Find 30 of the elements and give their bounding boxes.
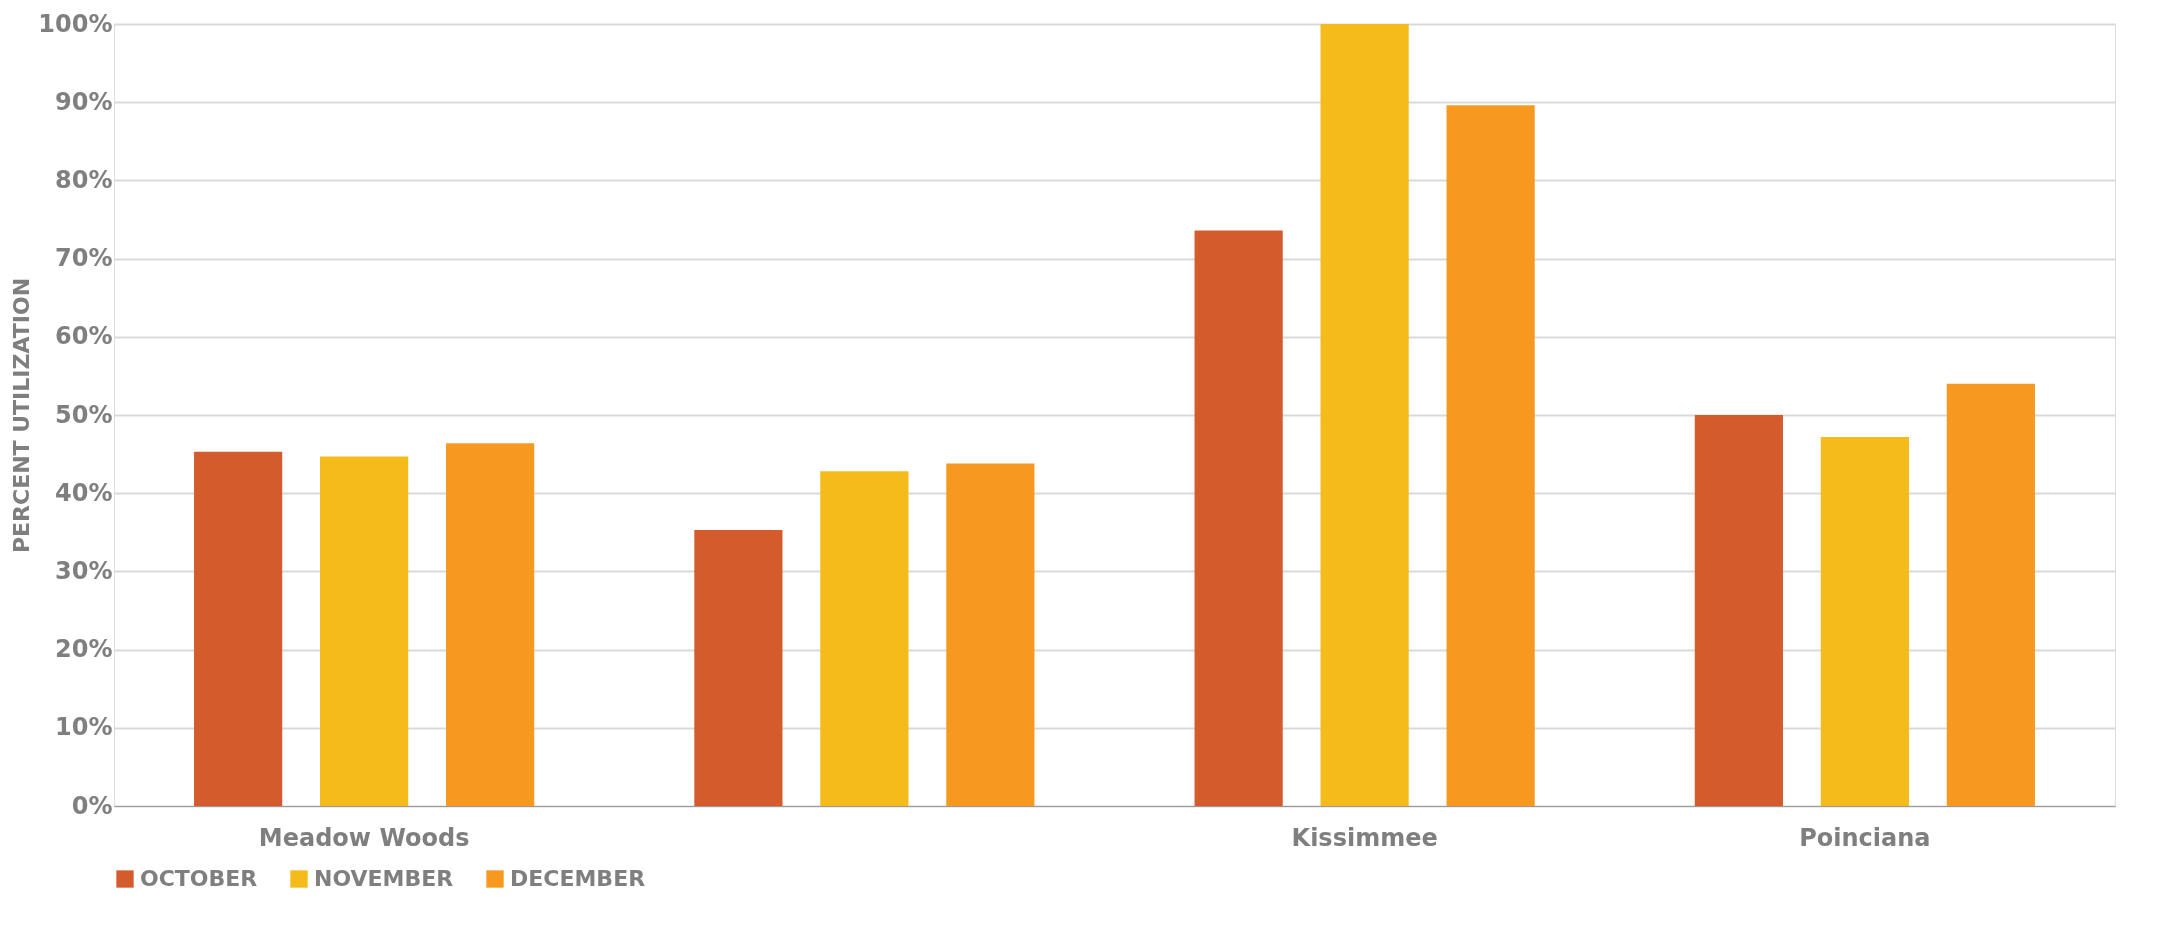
- y-tick-label: 80%: [55, 165, 113, 194]
- bar: [1194, 230, 1283, 806]
- y-tick-label: 30%: [55, 556, 113, 585]
- bar: [194, 451, 283, 806]
- bar: [1320, 24, 1409, 806]
- legend-label: OCTOBER: [140, 866, 258, 891]
- y-tick-label: 0%: [71, 791, 113, 820]
- bar: [1820, 436, 1909, 806]
- y-axis-title: PERCENT UTILIZATION: [9, 277, 35, 554]
- y-tick-label: 70%: [55, 244, 113, 273]
- bar: [1446, 105, 1535, 806]
- bar: [1694, 415, 1783, 806]
- x-tick-label: Poinciana: [1799, 823, 1931, 852]
- legend-label: DECEMBER: [510, 866, 646, 891]
- x-tick-label: Kissimmee: [1291, 823, 1438, 852]
- y-tick-label: 40%: [55, 478, 113, 507]
- bar: [820, 471, 909, 806]
- legend-label: NOVEMBER: [314, 866, 454, 891]
- bar: [946, 463, 1035, 806]
- y-tick-label: 60%: [55, 322, 113, 351]
- y-tick-label: 100%: [38, 9, 113, 38]
- bar: [446, 443, 535, 806]
- y-tick-label: 90%: [55, 87, 113, 116]
- bar: [694, 529, 783, 806]
- bar: [1946, 383, 2035, 806]
- y-tick-label: 10%: [55, 713, 113, 742]
- bar: [320, 456, 409, 806]
- y-tick-label: 50%: [55, 400, 113, 429]
- y-tick-label: 20%: [55, 635, 113, 664]
- x-tick-label: Meadow Woods: [258, 823, 470, 852]
